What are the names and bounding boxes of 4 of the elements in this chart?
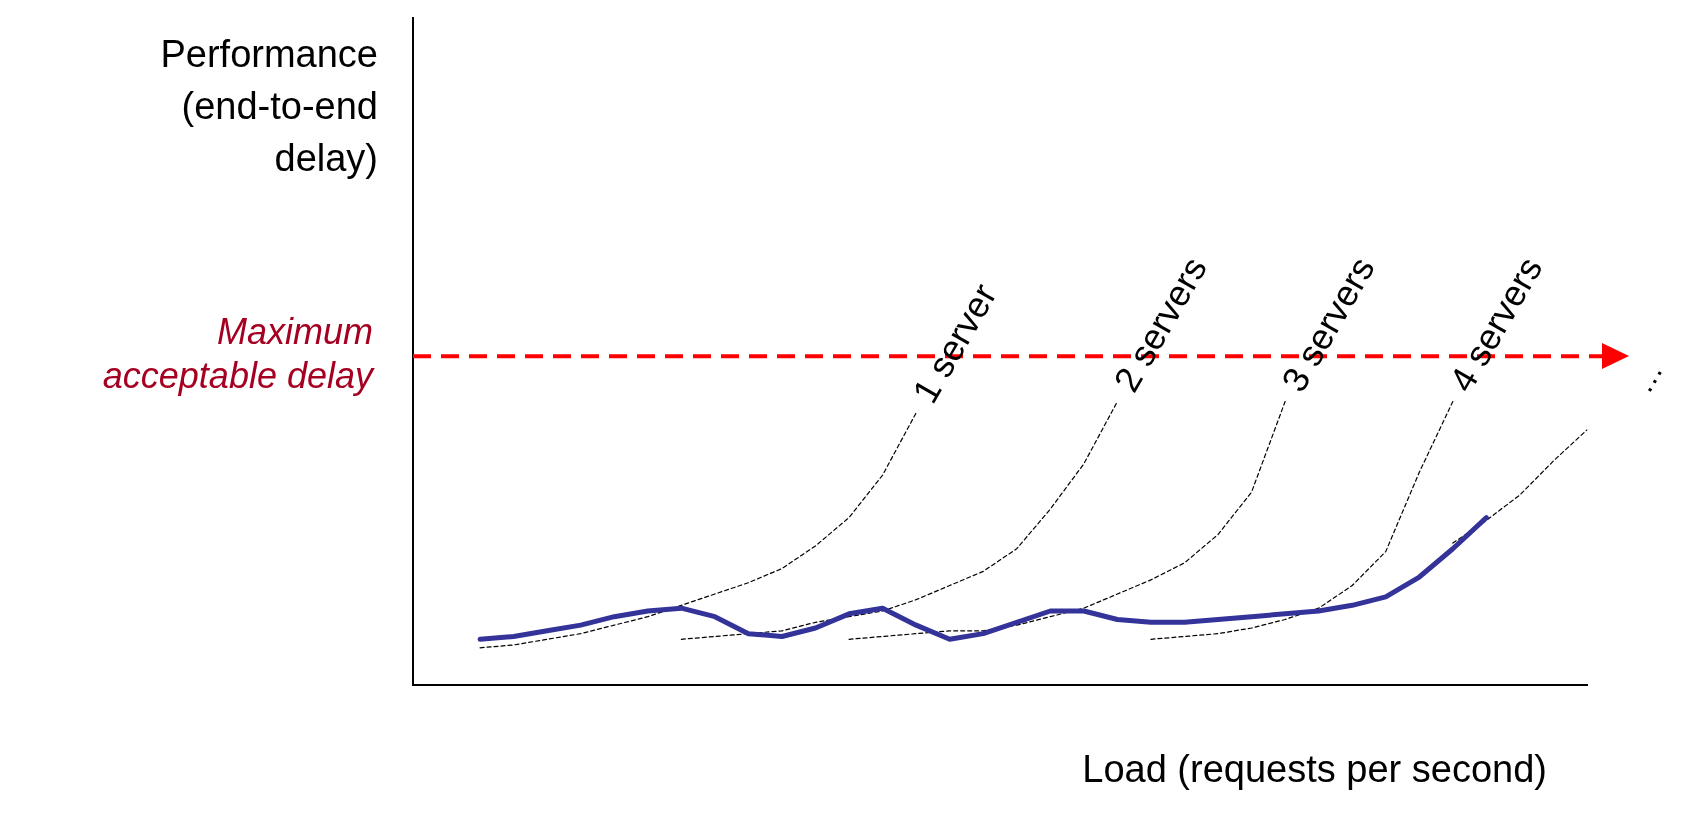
- text: …: [1625, 355, 1669, 399]
- ref-line-label: Maximum acceptable delay: [102, 311, 375, 397]
- x-axis-title: Load (requests per second): [1082, 748, 1547, 791]
- text: Performance (end-to-end delay): [159, 32, 378, 181]
